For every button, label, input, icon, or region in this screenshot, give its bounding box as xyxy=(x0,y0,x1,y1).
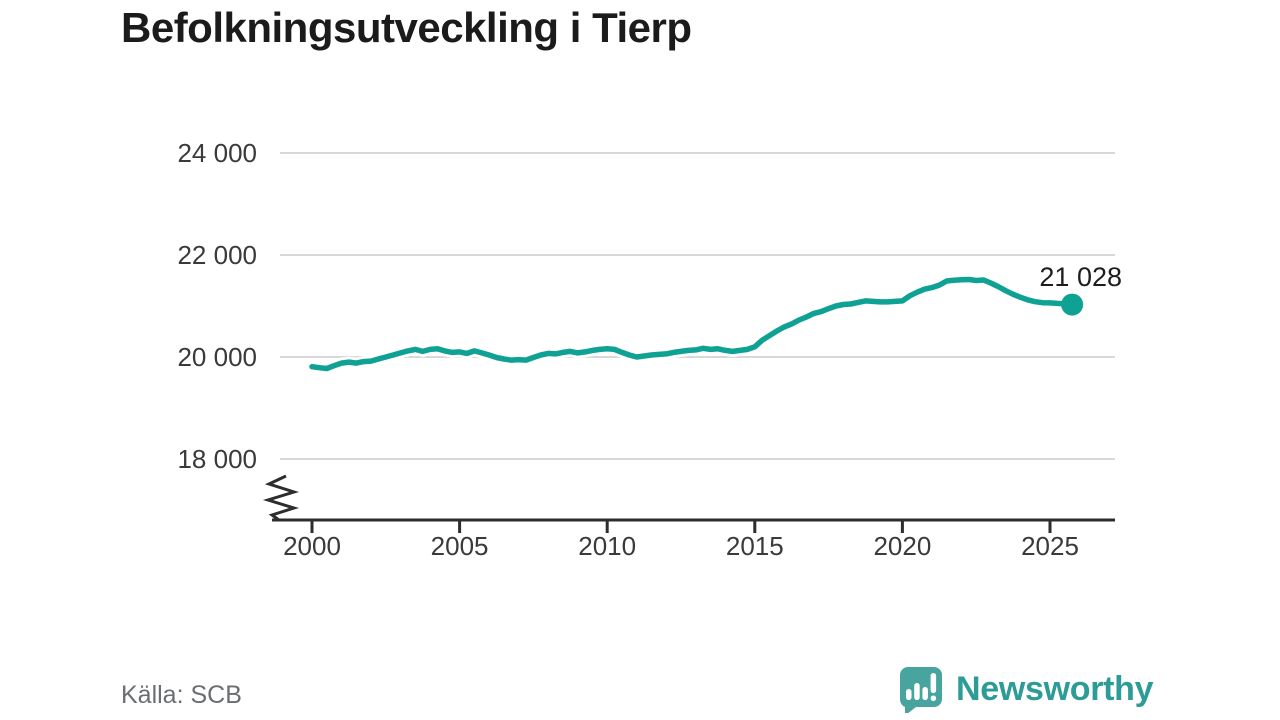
x-tick-label: 2010 xyxy=(578,531,637,561)
y-tick-label: 18 000 xyxy=(177,444,257,474)
source-note: Källa: SCB xyxy=(121,681,242,709)
end-point-marker xyxy=(1061,293,1084,316)
y-tick-label: 20 000 xyxy=(177,342,257,372)
y-tick-label: 24 000 xyxy=(177,138,257,168)
x-tick-label: 2020 xyxy=(873,531,932,561)
newsworthy-logo: Newsworthy xyxy=(896,665,1154,713)
brand-wordmark: Newsworthy xyxy=(956,669,1154,708)
last-value-annotation: 21 028 xyxy=(1039,262,1122,292)
x-tick-label: 2025 xyxy=(1021,531,1079,561)
axis-break-icon xyxy=(262,474,300,522)
chart-title: Befolkningsutveckling i Tierp xyxy=(121,4,692,51)
series-line xyxy=(309,276,1075,372)
x-tick-label: 2005 xyxy=(430,531,489,561)
y-tick-label: 22 000 xyxy=(177,240,257,270)
x-tick-label: 2015 xyxy=(725,531,784,561)
x-tick-label: 2000 xyxy=(283,531,341,561)
newsworthy-chart-bubble-icon xyxy=(900,667,942,713)
series-line-casing xyxy=(306,274,1078,374)
